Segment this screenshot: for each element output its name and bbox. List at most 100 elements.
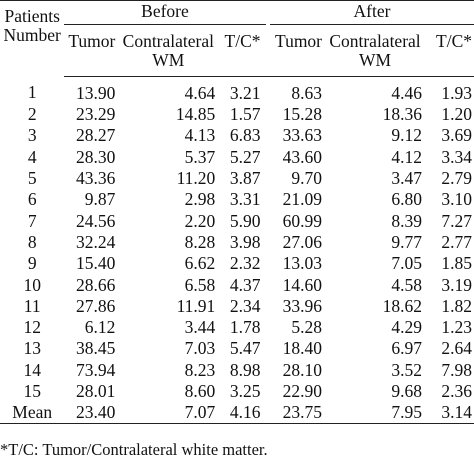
before-tumor-header: Tumor — [64, 24, 122, 77]
before-tumor-cell: 28.01 — [75, 381, 116, 401]
patient-number-cell: 13 — [23, 338, 41, 359]
table-body: 1 13.90 4.64 3.21 8.63 4.46 1.93 2 23.29 14.85 1.5… — [0, 77, 474, 425]
table-row: 8 32.24 8.28 3.98 27.06 9.77 2.77 — [0, 232, 474, 253]
before-tc-cell: 3.31 — [229, 189, 261, 210]
after-tc-cell: 1.20 — [441, 104, 472, 125]
after-contralateral-cell: 18.62 — [382, 295, 422, 316]
table-row: 13 38.45 7.03 5.47 18.40 6.97 2.64 — [0, 338, 474, 359]
after-tc-cell: 1.23 — [441, 317, 472, 338]
patient-number-cell: 2 — [27, 104, 37, 125]
before-tumor-cell: 28.30 — [75, 146, 116, 167]
after-contralateral-cell: 4.29 — [391, 317, 422, 338]
after-contralateral-cell: 18.36 — [382, 104, 422, 125]
patients-header-line1: Patients — [4, 6, 60, 26]
before-contralateral-cell: 2.20 — [184, 210, 216, 231]
table-row: 15 28.01 8.60 3.25 22.90 9.68 2.36 — [0, 381, 474, 402]
before-tc-cell: 3.98 — [229, 231, 261, 252]
patients-header-line2: Number — [3, 25, 61, 45]
before-contralateral-cell: 14.85 — [175, 104, 216, 125]
before-contralateral-cell: 4.13 — [184, 125, 216, 146]
table-row: 7 24.56 2.20 5.90 60.99 8.39 7.27 — [0, 210, 474, 231]
before-tc-cell: 4.16 — [222, 402, 266, 425]
table-row: Mean 23.40 7.07 4.16 23.75 7.95 3.14 — [0, 402, 474, 425]
before-contralateral-cell: 7.07 — [121, 402, 223, 425]
patient-number-cell: 11 — [23, 295, 41, 316]
patient-number-cell: 14 — [23, 359, 41, 380]
before-contralateral-cell: 5.37 — [184, 146, 216, 167]
patient-number-cell: 4 — [27, 146, 37, 167]
table-row: 5 43.36 11.20 3.87 9.70 3.47 2.79 — [0, 168, 474, 189]
before-tumor-cell: 23.29 — [75, 104, 116, 125]
table-row: 4 28.30 5.37 5.27 43.60 4.12 3.34 — [0, 147, 474, 168]
after-tc-cell: 7.98 — [441, 359, 472, 380]
patient-number-cell: 15 — [23, 381, 41, 401]
before-contralateral-cell: 6.58 — [184, 274, 216, 295]
before-tc-cell: 8.98 — [229, 359, 261, 380]
after-contralateral-cell: 8.39 — [391, 210, 422, 231]
before-tumor-cell: 15.40 — [75, 253, 116, 274]
after-tumor-cell: 27.06 — [282, 231, 323, 252]
after-tc-cell: 1.93 — [441, 82, 472, 103]
after-tc-header: T/C* — [435, 24, 474, 77]
after-tumor-cell: 23.75 — [269, 402, 329, 425]
before-tc-cell: 1.78 — [229, 317, 261, 338]
before-tumor-cell: 43.36 — [75, 168, 116, 189]
after-tc-cell: 3.10 — [441, 189, 472, 210]
after-tc-cell: 1.85 — [441, 253, 472, 274]
before-tumor-cell: 23.40 — [64, 402, 122, 425]
before-contralateral-cell: 11.20 — [176, 168, 216, 189]
before-group-header: Before — [64, 0, 266, 25]
patient-number-cell: Mean — [0, 402, 65, 425]
after-group-header: After — [269, 0, 474, 25]
after-tumor-cell: 5.28 — [291, 317, 323, 338]
after-tumor-cell: 13.03 — [282, 253, 323, 274]
before-tumor-cell: 28.66 — [75, 274, 116, 295]
patient-number-cell: 1 — [27, 82, 37, 103]
after-tc-cell: 2.36 — [441, 381, 472, 401]
patient-number-cell: 7 — [27, 210, 37, 231]
after-tc-cell: 3.14 — [435, 402, 474, 425]
after-contralateral-cell: 4.12 — [391, 146, 422, 167]
after-tc-cell: 7.27 — [441, 210, 472, 231]
after-tumor-cell: 33.63 — [282, 125, 323, 146]
before-tumor-cell: 38.45 — [75, 338, 116, 359]
before-tc-cell: 4.37 — [229, 274, 261, 295]
after-contralateral-cell: 6.97 — [391, 338, 422, 359]
before-tumor-cell: 73.94 — [75, 359, 116, 380]
table-footnote: *T/C: Tumor/Contralateral white matter. — [0, 440, 268, 459]
after-tumor-cell: 60.99 — [282, 210, 323, 231]
after-contralateral-cell: 6.80 — [391, 189, 422, 210]
before-tc-cell: 1.57 — [229, 104, 261, 125]
after-tc-cell: 1.82 — [441, 295, 472, 316]
table-row: 11 27.86 11.91 2.34 33.96 18.62 1.82 — [0, 296, 474, 317]
table-row: 1 13.90 4.64 3.21 8.63 4.46 1.93 — [0, 77, 474, 105]
before-contralateral-cell: 7.03 — [184, 338, 216, 359]
before-tc-cell: 3.25 — [229, 381, 261, 401]
before-tc-cell: 3.87 — [229, 168, 261, 189]
before-tc-cell: 6.83 — [229, 125, 261, 146]
patient-number-cell: 3 — [27, 125, 37, 146]
before-tumor-cell: 9.87 — [84, 189, 116, 210]
after-contralateral-cell: 4.46 — [391, 82, 422, 103]
before-tc-cell: 5.27 — [229, 146, 261, 167]
after-contralateral-cell: 9.77 — [391, 231, 422, 252]
before-contralateral-cell: 6.62 — [184, 253, 216, 274]
table-row: 9 15.40 6.62 2.32 13.03 7.05 1.85 — [0, 253, 474, 274]
patient-number-cell: 10 — [23, 274, 41, 295]
before-tc-cell: 3.21 — [229, 82, 261, 103]
after-tumor-cell: 18.40 — [282, 338, 323, 359]
before-tumor-cell: 13.90 — [75, 82, 116, 103]
before-tumor-cell: 6.12 — [84, 317, 116, 338]
patient-number-cell: 5 — [27, 168, 37, 189]
before-tumor-cell: 24.56 — [75, 210, 116, 231]
after-tumor-header: Tumor — [269, 24, 329, 77]
after-contralateral-cell: 4.58 — [391, 274, 422, 295]
after-tumor-cell: 9.70 — [291, 168, 323, 189]
after-contralateral-header: Contralateral WM — [328, 24, 436, 77]
before-tc-cell: 5.90 — [229, 210, 261, 231]
before-contralateral-cell: 11.91 — [176, 295, 216, 316]
after-contralateral-cell: 3.47 — [391, 168, 422, 189]
after-tumor-cell: 33.96 — [282, 295, 323, 316]
before-contralateral-cell: 2.98 — [184, 189, 216, 210]
before-contralateral-cell: 8.28 — [184, 231, 216, 252]
